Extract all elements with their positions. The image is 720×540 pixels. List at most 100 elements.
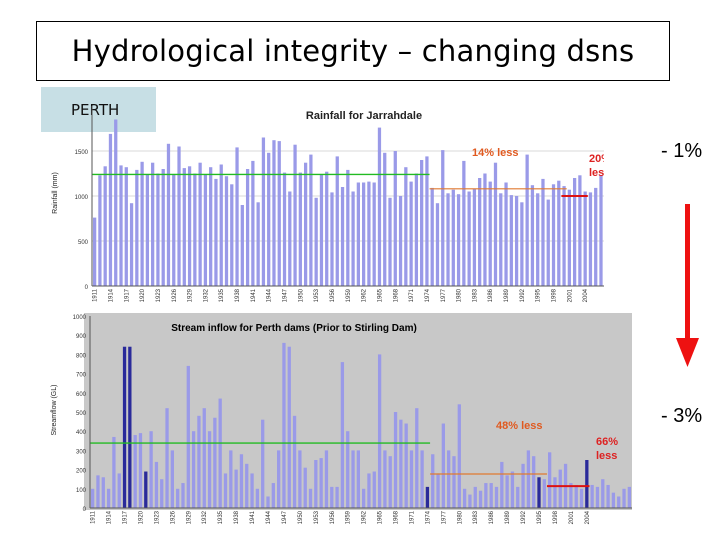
rainfall-chart: Rainfall for Jarrahdale Rainfall (mm) 0 5… bbox=[52, 106, 604, 302]
x-tick-label: 1953 bbox=[314, 288, 320, 302]
bar bbox=[176, 488, 180, 508]
x-tick-label: 1995 bbox=[537, 510, 543, 524]
bar bbox=[224, 176, 229, 286]
streamflow-change-label: - 3% bbox=[661, 405, 703, 427]
bar bbox=[261, 137, 266, 286]
avg-label-48pct: 48% less bbox=[496, 420, 542, 432]
decline-arrow bbox=[676, 204, 699, 367]
bar bbox=[181, 483, 185, 508]
bar bbox=[117, 473, 121, 508]
bar bbox=[91, 488, 95, 508]
x-tick-label: 1917 bbox=[124, 288, 130, 302]
x-tick-label: 1986 bbox=[489, 510, 495, 524]
x-tick-label: 1986 bbox=[488, 288, 494, 302]
bar bbox=[340, 187, 345, 286]
x-tick-label: 1956 bbox=[330, 510, 336, 524]
x-tick-label: 1989 bbox=[505, 510, 511, 524]
bar bbox=[218, 398, 222, 508]
y-tick-label: 1000 bbox=[73, 315, 87, 321]
bar bbox=[98, 175, 102, 286]
bar bbox=[473, 486, 477, 508]
bar bbox=[267, 152, 271, 286]
bar bbox=[346, 431, 350, 508]
bar bbox=[122, 346, 127, 508]
x-tick-label: 1947 bbox=[282, 510, 288, 524]
bar bbox=[223, 473, 228, 508]
x-tick-label: 2001 bbox=[567, 288, 573, 302]
slide-title-box: Hydrological integrity – changing dsns bbox=[36, 21, 670, 81]
x-tick-label: 1926 bbox=[172, 288, 178, 302]
x-tick-label: 1923 bbox=[154, 510, 160, 524]
x-tick-label: 1950 bbox=[298, 510, 304, 524]
bar bbox=[330, 486, 334, 508]
bar bbox=[617, 496, 621, 508]
bar bbox=[404, 167, 408, 286]
bar bbox=[282, 172, 287, 286]
bar bbox=[484, 483, 488, 508]
bar bbox=[520, 202, 524, 286]
bar bbox=[144, 471, 148, 508]
y-tick-label: 800 bbox=[76, 353, 87, 359]
bar bbox=[170, 450, 175, 508]
x-tick-label: 1980 bbox=[457, 288, 463, 302]
bar bbox=[372, 182, 376, 286]
bar bbox=[193, 173, 197, 286]
x-tick-label: 1953 bbox=[314, 510, 320, 524]
bar bbox=[414, 173, 419, 286]
bar bbox=[525, 154, 529, 286]
x-tick-label: 1983 bbox=[473, 510, 479, 524]
bar bbox=[151, 162, 155, 286]
bar bbox=[101, 477, 105, 508]
bar bbox=[93, 217, 97, 286]
bar bbox=[530, 185, 535, 286]
x-tick-label: 1932 bbox=[202, 510, 208, 524]
bar bbox=[383, 152, 387, 286]
bar bbox=[578, 175, 582, 286]
bar bbox=[588, 192, 593, 286]
bar bbox=[128, 346, 132, 508]
bar bbox=[197, 415, 201, 508]
bar bbox=[489, 483, 493, 508]
bar bbox=[145, 174, 150, 286]
x-tick-label: 1971 bbox=[409, 288, 415, 302]
bar bbox=[504, 182, 508, 286]
bar bbox=[627, 486, 631, 508]
bar bbox=[135, 169, 139, 286]
bar bbox=[532, 456, 536, 508]
x-tick-label: 1977 bbox=[441, 288, 447, 302]
bar bbox=[462, 160, 466, 286]
x-tick-label: 1944 bbox=[266, 510, 272, 524]
bar bbox=[567, 189, 571, 286]
bar bbox=[601, 479, 605, 508]
bar bbox=[325, 171, 329, 286]
x-tick-label: 1974 bbox=[425, 510, 431, 524]
chart-title: Rainfall for Jarrahdale bbox=[306, 110, 422, 122]
bar bbox=[149, 431, 153, 508]
bar bbox=[399, 419, 403, 508]
bar bbox=[483, 173, 487, 286]
y-tick-label: 200 bbox=[76, 469, 87, 475]
bar bbox=[235, 147, 239, 286]
x-tick-label: 1983 bbox=[472, 288, 478, 302]
bar bbox=[452, 456, 456, 508]
bar bbox=[240, 205, 244, 286]
bar bbox=[319, 458, 323, 508]
bar bbox=[314, 460, 318, 508]
bar bbox=[446, 193, 450, 286]
bar bbox=[541, 178, 545, 286]
bar bbox=[219, 164, 223, 286]
x-tick-label: 1962 bbox=[362, 510, 368, 524]
x-tick-label: 1965 bbox=[378, 510, 384, 524]
bar bbox=[119, 165, 123, 286]
y-tick-label: 500 bbox=[78, 240, 89, 246]
bar bbox=[526, 450, 531, 508]
x-tick-label: 1929 bbox=[186, 510, 192, 524]
bar bbox=[510, 471, 515, 508]
bar bbox=[451, 189, 455, 286]
bar bbox=[351, 191, 355, 286]
bar bbox=[594, 187, 598, 286]
bar bbox=[250, 473, 254, 508]
bar bbox=[372, 471, 376, 508]
x-tick-label: 1911 bbox=[93, 288, 99, 302]
bar bbox=[546, 199, 550, 286]
